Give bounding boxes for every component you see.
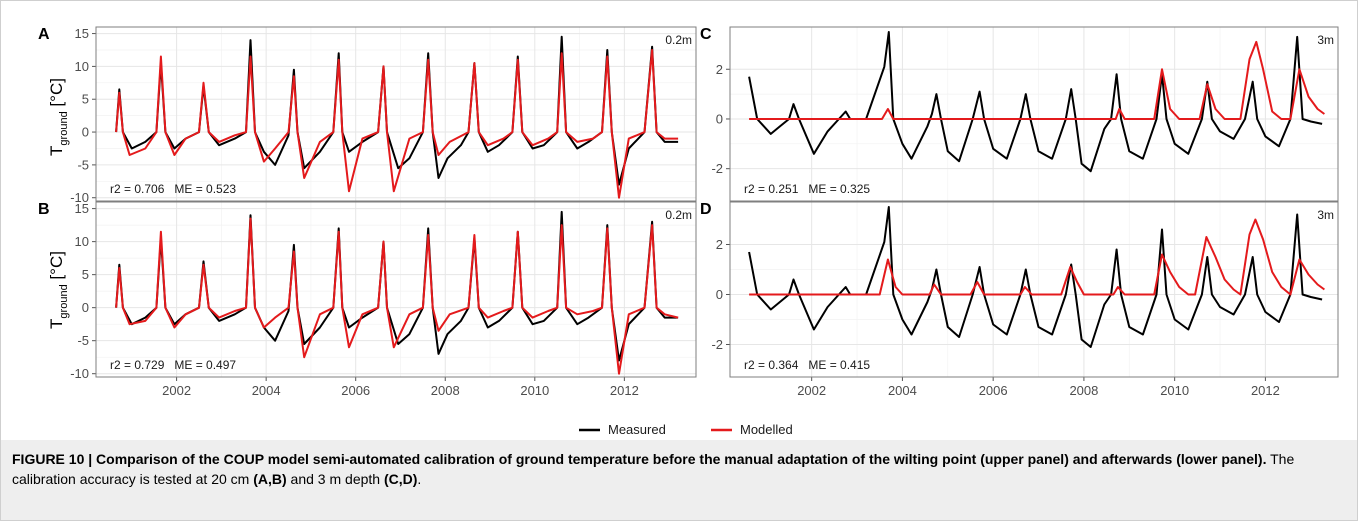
caption-text-3: .: [417, 471, 422, 487]
x-tick-label: 2006: [341, 383, 370, 398]
y-tick-label: 0: [82, 125, 89, 140]
panel-background-b: [96, 202, 696, 377]
x-tick-label: 2012: [610, 383, 639, 398]
panel-c: 2 0 -2 C 3m r2 = 0.251 ME = 0.325: [700, 26, 1339, 205]
y-tick-label: 5: [82, 92, 89, 107]
stats-label-d: r2 = 0.364 ME = 0.415: [744, 358, 870, 372]
y-tick-label: -2: [711, 337, 723, 352]
x-tick-label: 2002: [162, 383, 191, 398]
stats-label-a: r2 = 0.706 ME = 0.523: [110, 182, 236, 196]
y-tick-label: 15: [75, 201, 89, 216]
svg-text:Tground [°C]: Tground [°C]: [47, 251, 70, 329]
y-tick-label: 0: [716, 111, 723, 126]
x-tick-label: 2006: [979, 383, 1008, 398]
series-line-measured-c: [748, 31, 1323, 173]
y-tick-label: -5: [77, 333, 89, 348]
panel-label-a: A: [38, 26, 50, 43]
y-tick-label: 2: [716, 237, 723, 252]
svg-text:Tground [°C]: Tground [°C]: [47, 78, 70, 156]
panel-background-a: [96, 27, 696, 201]
depth-label-c: 3m: [1317, 33, 1334, 47]
caption-background: [1, 440, 1357, 520]
x-tick-label: 2008: [431, 383, 460, 398]
series-line-measured-d: [748, 206, 1323, 348]
caption-figure-label: FIGURE 10 | Comparison of the COUP model…: [12, 451, 1267, 467]
ylabel-left-bottom: Tground [°C]: [47, 251, 70, 329]
x-tick-label: 2004: [888, 383, 917, 398]
panel-label-d: D: [700, 201, 712, 218]
stats-label-c: r2 = 0.251 ME = 0.325: [744, 182, 870, 196]
y-tick-label: 10: [75, 234, 89, 249]
figure-caption: FIGURE 10 | Comparison of the COUP model…: [12, 449, 1342, 489]
panel-border-a: [95, 26, 697, 202]
series-line-modelled-a: [115, 49, 679, 199]
panel-border-b: [95, 201, 697, 378]
legend-label-measured: Measured: [608, 422, 666, 437]
x-tick-label: 2010: [520, 383, 549, 398]
y-tick-label: -2: [711, 161, 723, 176]
y-tick-label: -10: [70, 366, 89, 381]
figure-charts: Tground [°C] Tground [°C] 15 10 5 0 -5 -10 A 0.…: [38, 26, 1339, 437]
legend-label-modelled: Modelled: [740, 422, 793, 437]
panel-background-c: [730, 27, 1338, 201]
x-tick-label: 2004: [252, 383, 281, 398]
caption-ref-cd: (C,D): [383, 471, 418, 487]
x-tick-label: 2010: [1160, 383, 1189, 398]
panel-a: 15 10 5 0 -5 -10 A 0.2m r2 = 0.706 ME = 0.523: [38, 26, 697, 205]
y-tick-label: 2: [716, 62, 723, 77]
panel-label-c: C: [700, 26, 712, 43]
depth-label-d: 3m: [1317, 208, 1334, 222]
x-tick-label: 2012: [1251, 383, 1280, 398]
caption-ref-ab: (A,B): [253, 471, 287, 487]
stats-label-b: r2 = 0.729 ME = 0.497: [110, 358, 236, 372]
series-line-modelled-d: [749, 218, 1325, 296]
x-tick-label: 2002: [797, 383, 826, 398]
caption-text-2: and 3 m depth: [286, 471, 384, 487]
depth-label-a: 0.2m: [665, 33, 692, 47]
panel-background-d: [730, 202, 1338, 377]
y-tick-label: -10: [70, 190, 89, 205]
series-line-modelled-c: [749, 40, 1325, 120]
y-tick-label: 5: [82, 267, 89, 282]
series-line-modelled-b: [115, 217, 679, 375]
y-tick-label: 0: [716, 287, 723, 302]
y-tick-label: 0: [82, 300, 89, 315]
ylabel-left-top: Tground [°C]: [47, 78, 70, 156]
panel-border-c: [729, 26, 1339, 202]
y-tick-label: -5: [77, 157, 89, 172]
depth-label-b: 0.2m: [665, 208, 692, 222]
y-tick-label: 15: [75, 26, 89, 41]
panel-b: 15 10 5 0 -5 -10 2002 2004 2006 2008 2010 2012 B 0.2m…: [38, 201, 697, 398]
x-tick-label: 2008: [1069, 383, 1098, 398]
panel-label-b: B: [38, 201, 50, 218]
y-tick-label: 10: [75, 59, 89, 74]
legend: Measured Modelled: [579, 422, 793, 437]
panel-d: 2 0 -2 2002 2004 2006 2008 2010 2012 D 3m r2 = 0.36…: [700, 201, 1339, 398]
panel-border-d: [729, 201, 1339, 378]
caption-text-1: The calibration accuracy is tested at 20…: [12, 451, 1295, 487]
